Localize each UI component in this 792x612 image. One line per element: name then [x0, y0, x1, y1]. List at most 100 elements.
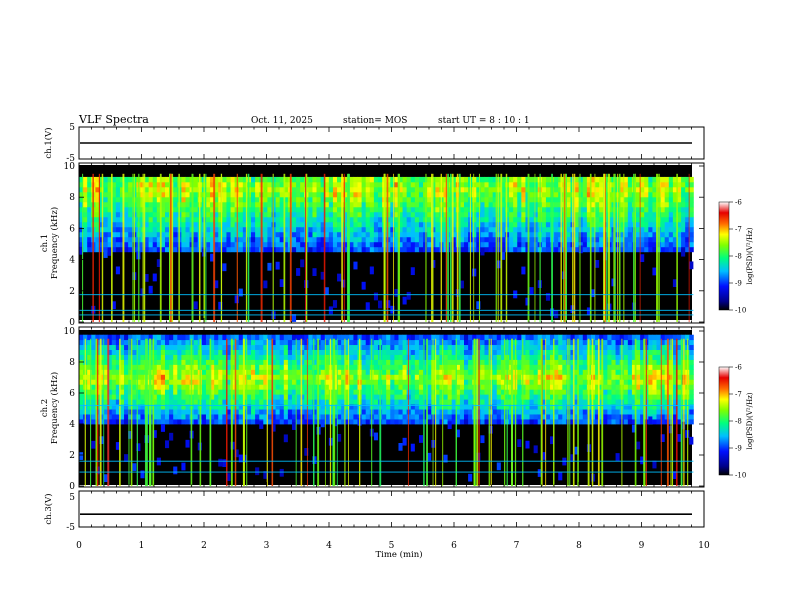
- spectrogram-cell: [418, 206, 424, 213]
- spectrogram-cell: [373, 246, 379, 253]
- spectrogram-cell: [484, 394, 489, 400]
- spectrogram-cell: [103, 241, 109, 248]
- spectrogram-cell: [349, 379, 354, 385]
- spectrogram-cell: [128, 349, 133, 355]
- spectrogram-cell: [173, 466, 178, 475]
- spectrogram-cell: [316, 226, 322, 233]
- spectrogram-cell: [337, 334, 342, 341]
- spectrogram-cell: [283, 414, 289, 420]
- spectrogram-cell: [275, 394, 281, 400]
- spectrogram-cell: [410, 394, 416, 400]
- spectrogram-cell: [357, 186, 363, 193]
- spectrogram-cell: [537, 334, 543, 341]
- spectrogram-cell: [492, 334, 498, 341]
- spectrogram-cell: [246, 419, 252, 425]
- spectrogram-cell: [148, 285, 153, 294]
- spectrogram-cell: [414, 334, 420, 341]
- spectrogram-cell: [517, 379, 522, 385]
- spectrogram-cell: [582, 201, 588, 208]
- spectrogram-cell: [144, 201, 150, 208]
- spectrogram-cell: [210, 236, 215, 243]
- spectrogram-cell: [124, 201, 129, 208]
- spectrogram-cell: [87, 379, 92, 385]
- spectrogram-cell: [513, 241, 518, 248]
- spectrogram-cell: [468, 384, 473, 390]
- spectrogram-cell: [636, 176, 641, 183]
- spectrogram-cell: [349, 176, 354, 183]
- spectrogram-cell: [181, 216, 186, 223]
- spectrogram-cell: [492, 384, 498, 390]
- spectrogram-cell: [341, 364, 346, 370]
- spectrogram-cell: [459, 379, 465, 385]
- spectrogram-cell: [119, 389, 125, 395]
- spectrogram-cell: [500, 354, 506, 360]
- spectrogram-cell: [140, 404, 145, 410]
- spectrogram-cell: [406, 359, 412, 365]
- spectrogram-cell: [165, 236, 170, 243]
- spectrogram-cell: [496, 344, 502, 350]
- spectrogram-cell: [476, 191, 481, 198]
- spectrogram-cell: [91, 414, 96, 420]
- spectrogram-cell: [435, 354, 440, 360]
- spectrogram-cell: [492, 399, 498, 405]
- spectrogram-cell: [226, 334, 231, 341]
- spectrogram-cell: [554, 364, 559, 370]
- spectrogram-cell: [152, 201, 158, 208]
- spectrogram-cell: [259, 404, 264, 410]
- spectrogram-cell: [173, 349, 178, 355]
- spectrogram-cell: [222, 191, 227, 198]
- spectrogram-cell: [234, 414, 240, 420]
- spectrogram-cell: [103, 221, 109, 228]
- spectrogram-cell: [337, 339, 342, 346]
- spectrogram-cell: [201, 334, 207, 341]
- spectrogram-cell: [447, 246, 453, 253]
- spectrogram-cell: [308, 211, 313, 218]
- spectrogram-cell: [414, 404, 420, 410]
- spectrogram-cell: [500, 334, 506, 341]
- spectrogram-cell: [394, 359, 399, 365]
- spectrogram-cell: [230, 226, 236, 233]
- spectrogram-cell: [431, 191, 436, 198]
- spectrogram-cell: [574, 369, 580, 375]
- spectrogram-cell: [181, 181, 186, 188]
- spectrogram-cell: [562, 364, 567, 370]
- spectrogram-cell: [119, 334, 125, 341]
- spectrogram-cell: [173, 221, 178, 228]
- spectrogram-cell: [529, 369, 535, 375]
- spectrogram-cell: [128, 384, 133, 390]
- spectrogram-cell: [574, 404, 580, 410]
- spectrogram-cell: [218, 364, 223, 370]
- spectrogram-cell: [685, 246, 690, 253]
- spectrogram-cell: [562, 349, 567, 355]
- spectrogram-cell: [529, 419, 535, 425]
- spectrogram-cell: [509, 201, 514, 208]
- spectrogram-cell: [337, 414, 342, 420]
- spectrogram-cell: [566, 176, 571, 183]
- ch2-spectrogram-image: [79, 334, 694, 486]
- spectrogram-cell: [173, 201, 178, 208]
- spectrogram-cell: [517, 399, 522, 405]
- spectrogram-cell: [484, 369, 489, 375]
- spectrogram-cell: [398, 359, 403, 365]
- spectrogram-cell: [377, 241, 383, 248]
- spectrogram-cell: [402, 374, 408, 380]
- spectrogram-cell: [291, 176, 297, 183]
- spectrogram-cell: [545, 339, 551, 346]
- spectrogram-cell: [132, 374, 137, 380]
- spectrogram-cell: [574, 201, 580, 208]
- spectrogram-cell: [160, 181, 166, 188]
- spectrogram-cell: [382, 374, 387, 380]
- spectrogram-cell: [373, 226, 379, 233]
- spectrogram-cell: [160, 196, 166, 203]
- spectrogram-cell: [496, 359, 502, 365]
- spectrogram-cell: [623, 181, 629, 188]
- spectrogram-cell: [554, 221, 559, 228]
- spectrogram-cell: [554, 186, 559, 193]
- spectrogram-cell: [484, 414, 489, 420]
- spectrogram-cell: [431, 339, 436, 346]
- spectrogram-cell: [312, 456, 317, 465]
- spectrogram-cell: [595, 221, 600, 228]
- spectrogram-cell: [390, 231, 395, 238]
- spectrogram-cell: [365, 354, 371, 360]
- sferic-streak: [213, 173, 216, 322]
